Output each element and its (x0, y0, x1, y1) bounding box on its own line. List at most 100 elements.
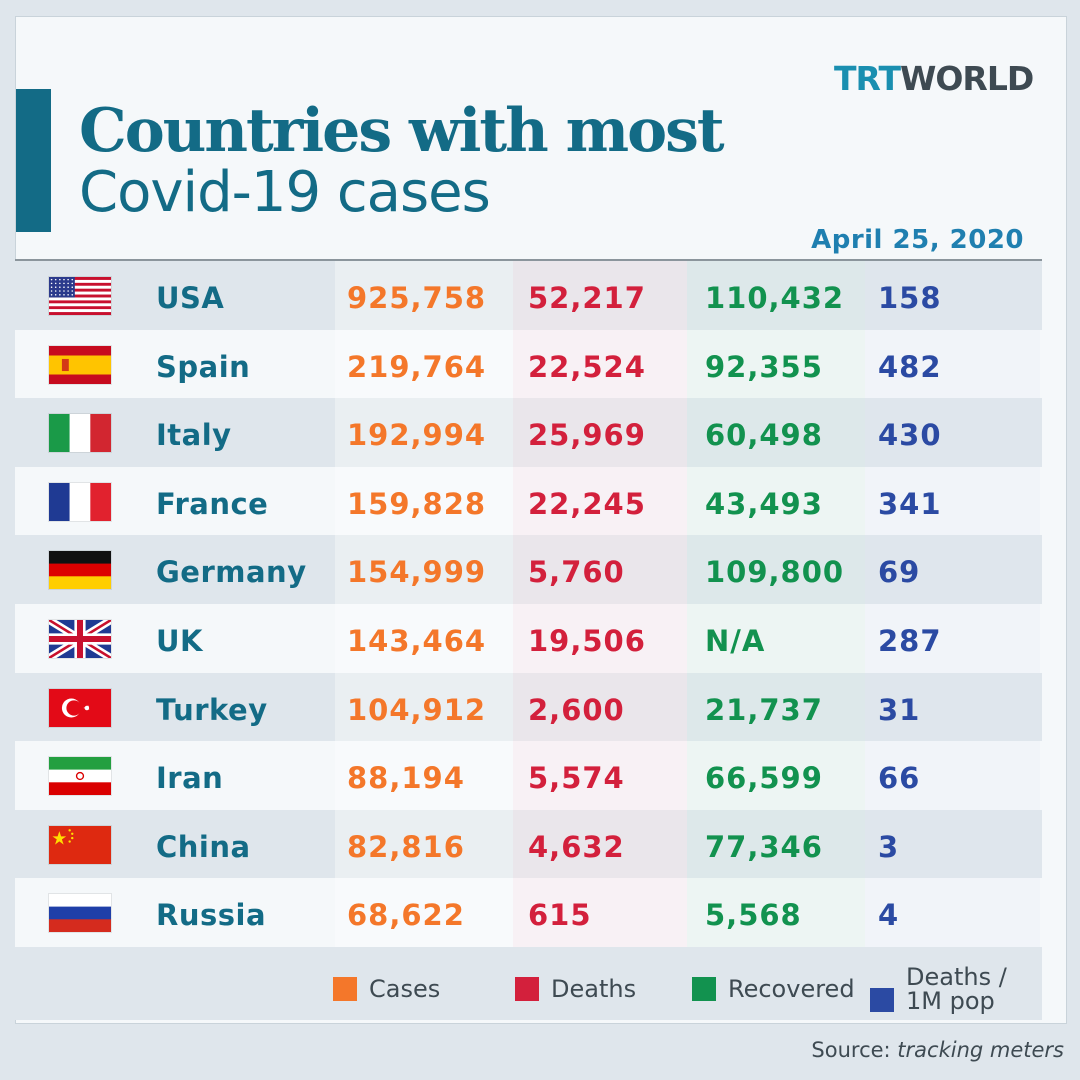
covid-table: USA 925,758 52,217 110,432 158 Spain 219,764 22… (15, 261, 1042, 947)
page-title: Countries with most Covid-19 cases (79, 96, 725, 225)
recovered-value: 21,737 (705, 692, 823, 727)
deaths-value: 19,506 (528, 623, 646, 658)
cases-value: 82,816 (347, 829, 465, 864)
turkey-flag-icon (49, 688, 111, 727)
dpm-column-tint (865, 329, 1040, 399)
deaths-value: 2,600 (528, 692, 625, 727)
cases-column-tint (335, 672, 513, 742)
recovered-column-tint (687, 878, 865, 947)
deaths-per-million-value: 4 (878, 898, 900, 933)
recovered-column-tint (687, 466, 865, 536)
recovered-value: 77,346 (705, 829, 823, 864)
source-value: tracking meters (897, 1038, 1064, 1062)
cases-column-tint (335, 329, 513, 399)
recovered-column-tint (687, 261, 865, 330)
recovered-column-tint (687, 741, 865, 810)
deaths-per-million-value: 66 (878, 761, 921, 796)
legend-deaths-label: Deaths (551, 975, 637, 1003)
country-name: Turkey (156, 692, 268, 727)
table-row: Italy 192,994 25,969 60,498 430 (15, 398, 1042, 467)
cases-value: 88,194 (347, 761, 465, 796)
recovered-column-tint (687, 672, 865, 742)
legend-dpm-line-1: Deaths / (906, 963, 1007, 991)
recovered-column-tint (687, 329, 865, 399)
recovered-value: 109,800 (705, 555, 845, 590)
cases-swatch (333, 977, 357, 1001)
dpm-column-tint (865, 603, 1040, 673)
header-divider (15, 259, 1042, 261)
cases-column-tint (335, 809, 513, 879)
table-row: UK 143,464 19,506 N/A 287 (15, 603, 1042, 673)
cases-value: 219,764 (347, 349, 487, 384)
deaths-per-million-value: 482 (878, 349, 942, 384)
cases-value: 143,464 (347, 623, 487, 658)
deaths-column-tint (513, 741, 687, 810)
legend-recovered-label: Recovered (728, 975, 855, 1003)
legend-item-deaths: Deaths (515, 975, 636, 1003)
deaths-per-million-value: 3 (878, 829, 900, 864)
country-name: China (156, 829, 251, 864)
title-line-2: Covid-19 cases (79, 160, 491, 225)
source-credit: Source: tracking meters (811, 1038, 1064, 1062)
deaths-per-million-value: 69 (878, 555, 921, 590)
deaths-column-tint (513, 261, 687, 330)
dpm-column-tint (865, 398, 1040, 467)
italy-flag-icon (49, 414, 111, 453)
spain-flag-icon (49, 345, 111, 384)
germany-flag-icon (49, 551, 111, 590)
logo-world-text: WORLD (899, 59, 1034, 98)
deaths-column-tint (513, 329, 687, 399)
recovered-column-tint (687, 398, 865, 467)
deaths-value: 25,969 (528, 418, 646, 453)
cases-column-tint (335, 603, 513, 673)
table-row: USA 925,758 52,217 110,432 158 (15, 261, 1042, 330)
legend-item-deaths-per-million: Deaths / 1M pop (870, 965, 1007, 1013)
recovered-value: 60,498 (705, 418, 823, 453)
cases-value: 104,912 (347, 692, 487, 727)
table-row: Russia 68,622 615 5,568 4 (15, 878, 1042, 947)
iran-flag-icon (49, 757, 111, 796)
deaths-column-tint (513, 672, 687, 742)
recovered-column-tint (687, 809, 865, 879)
country-name: Italy (156, 418, 232, 453)
deaths-per-million-swatch (870, 988, 894, 1012)
table-row: France 159,828 22,245 43,493 341 (15, 466, 1042, 536)
deaths-value: 5,760 (528, 555, 625, 590)
title-line-1: Countries with most (79, 96, 725, 166)
deaths-column-tint (513, 466, 687, 536)
russia-flag-icon (49, 894, 111, 933)
table-row: Spain 219,764 22,524 92,355 482 (15, 329, 1042, 399)
recovered-column-tint (687, 603, 865, 673)
country-name: Russia (156, 898, 267, 933)
logo-trt-text: TRT (834, 59, 901, 98)
deaths-value: 5,574 (528, 761, 625, 796)
dpm-column-tint (865, 535, 1040, 604)
country-name: France (156, 486, 269, 521)
deaths-value: 52,217 (528, 281, 646, 315)
cases-column-tint (335, 741, 513, 810)
recovered-value: 5,568 (705, 898, 802, 933)
dpm-column-tint (865, 261, 1040, 330)
recovered-value: 43,493 (705, 486, 823, 521)
dpm-column-tint (865, 466, 1040, 536)
cases-value: 192,994 (347, 418, 487, 453)
deaths-per-million-value: 31 (878, 692, 921, 727)
deaths-value: 22,524 (528, 349, 646, 384)
recovered-swatch (692, 977, 716, 1001)
deaths-column-tint (513, 603, 687, 673)
legend-cases-label: Cases (369, 975, 441, 1003)
cases-column-tint (335, 535, 513, 604)
deaths-per-million-value: 287 (878, 623, 942, 658)
country-name: Iran (156, 761, 224, 796)
recovered-value: 66,599 (705, 761, 823, 796)
dpm-column-tint (865, 741, 1040, 810)
deaths-column-tint (513, 535, 687, 604)
france-flag-icon (49, 482, 111, 521)
cases-column-tint (335, 261, 513, 330)
deaths-per-million-value: 158 (878, 281, 942, 315)
dpm-column-tint (865, 809, 1040, 879)
legend-item-cases: Cases (333, 975, 440, 1003)
date-label: April 25, 2020 (811, 225, 1024, 255)
deaths-swatch (515, 977, 539, 1001)
china-flag-icon (49, 825, 111, 864)
